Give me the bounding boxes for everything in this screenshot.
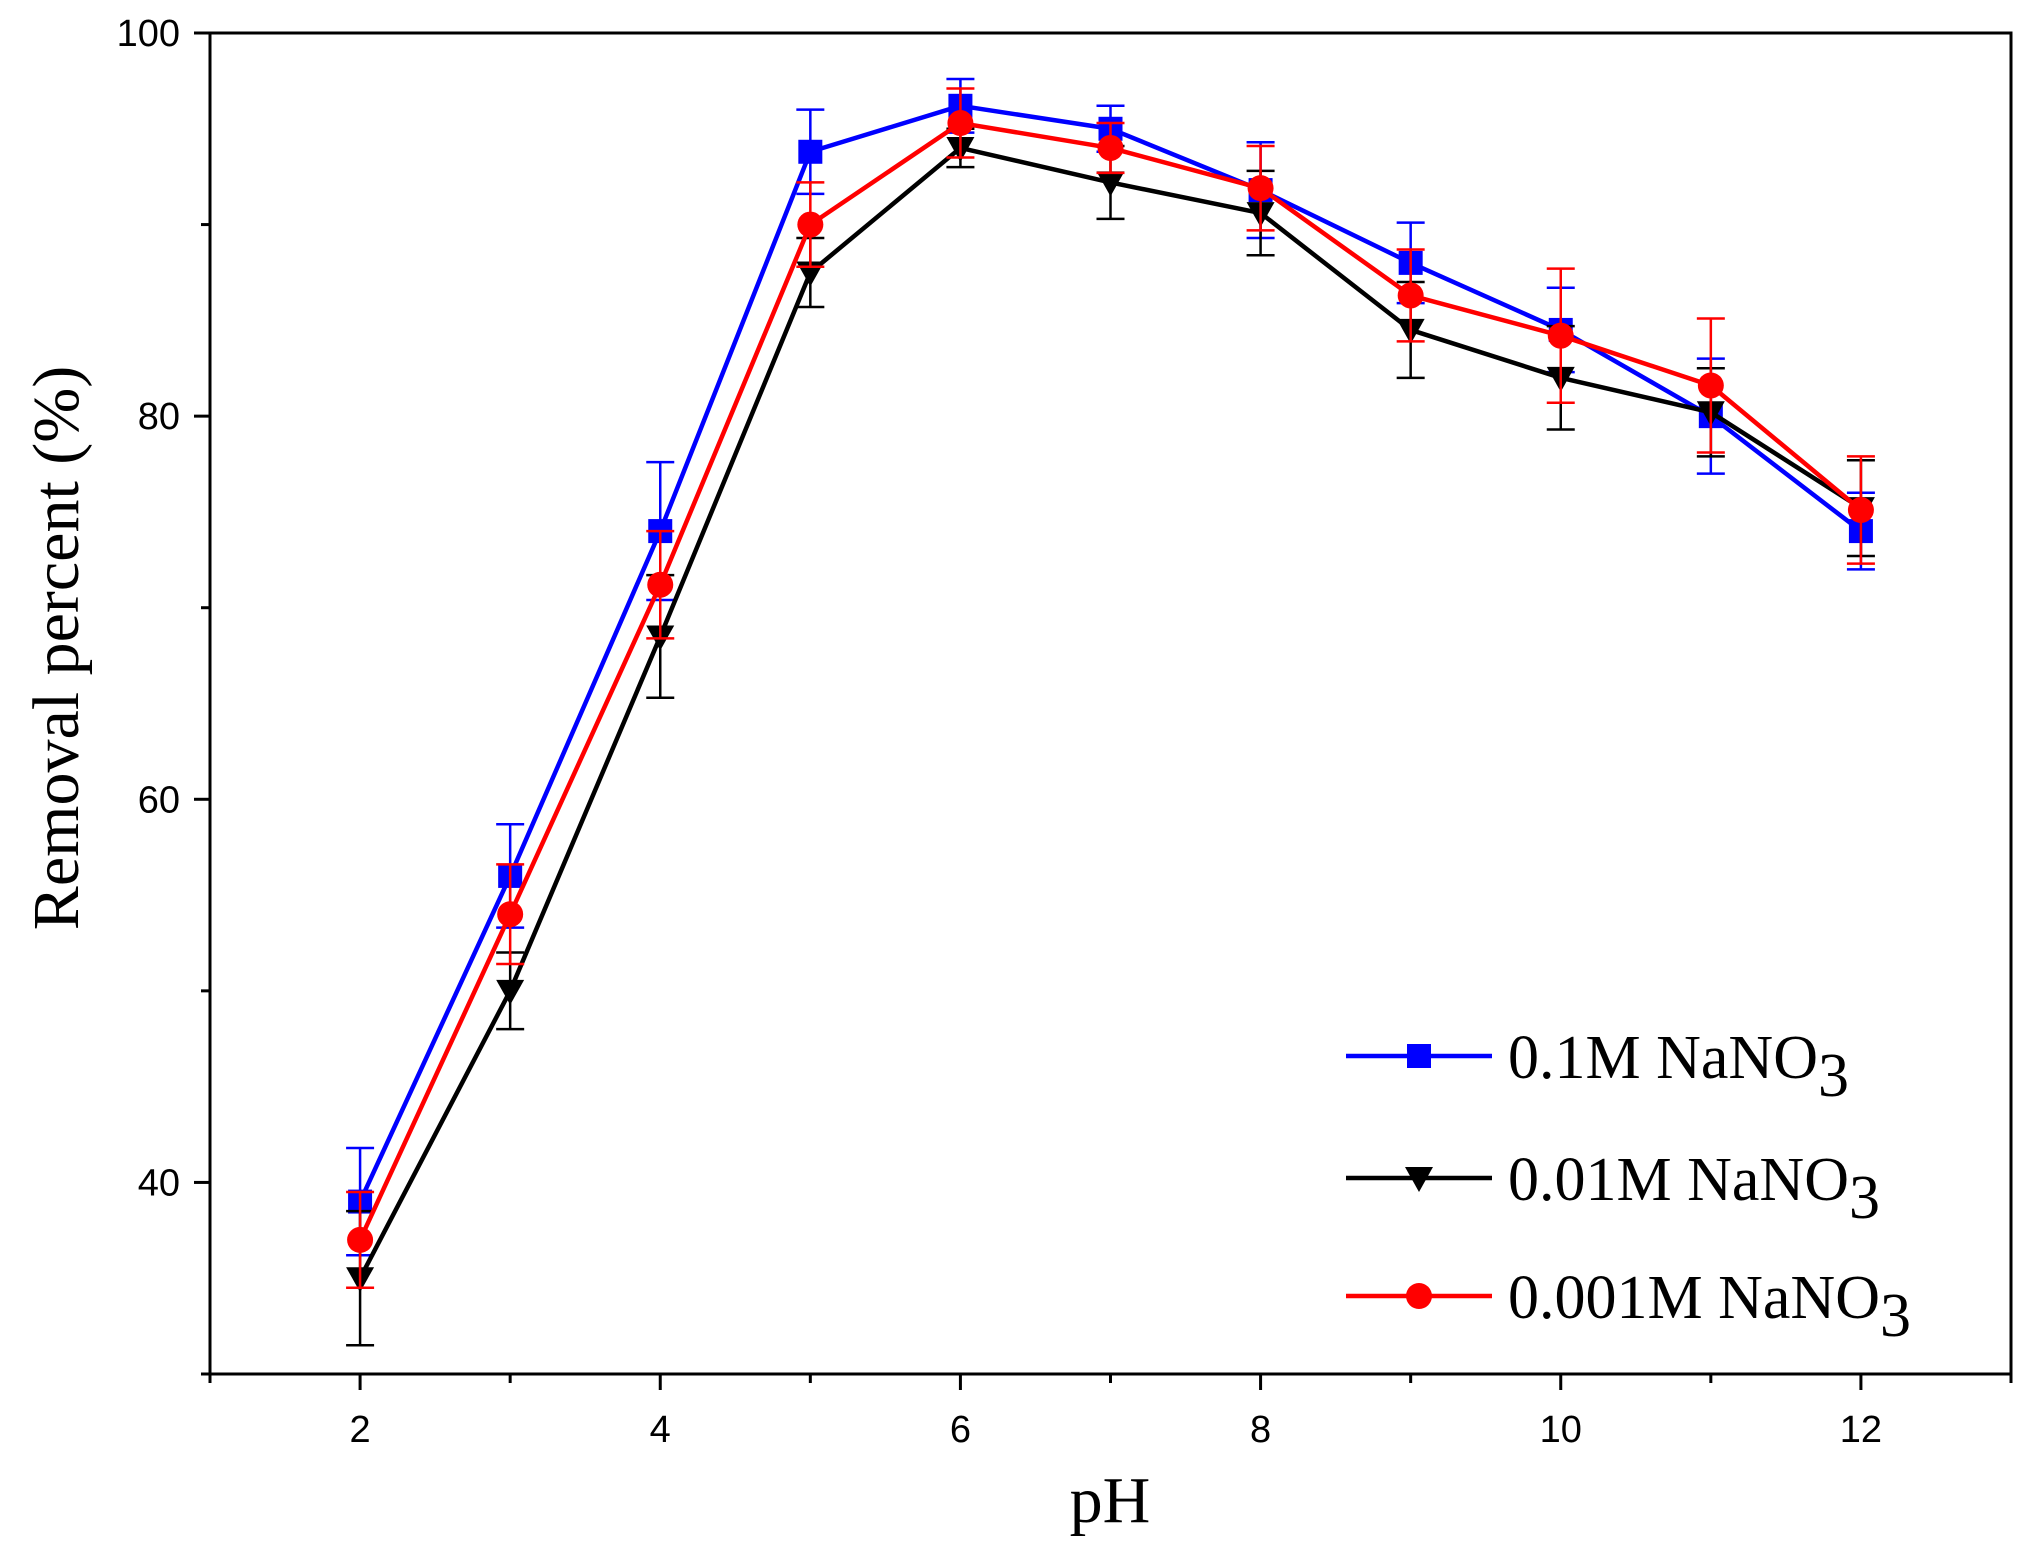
data-point bbox=[947, 110, 974, 137]
y-tick-label: 40 bbox=[138, 1162, 180, 1204]
x-tick-label: 2 bbox=[350, 1409, 371, 1451]
legend-label: 0.1M NaNO3 bbox=[1508, 1024, 1849, 1110]
series-layer bbox=[346, 77, 1875, 1347]
legend-label-subscript: 3 bbox=[1849, 1164, 1880, 1232]
data-point bbox=[347, 1226, 374, 1253]
legend-item: 0.001M NaNO3 bbox=[1346, 1264, 1911, 1350]
legend-swatch-marker bbox=[1407, 1044, 1431, 1068]
legend-swatch-marker bbox=[1405, 1167, 1433, 1192]
x-axis-label: pH bbox=[1070, 1464, 1151, 1537]
legend-label-subscript: 3 bbox=[1818, 1042, 1849, 1110]
x-tick-label: 12 bbox=[1840, 1409, 1882, 1451]
data-point bbox=[1096, 171, 1125, 197]
legend-label-main: 0.001M NaNO bbox=[1508, 1264, 1880, 1332]
data-point bbox=[798, 139, 823, 164]
data-point bbox=[496, 979, 525, 1005]
data-point bbox=[647, 571, 674, 598]
y-axis-label: Removal percent (%) bbox=[20, 366, 93, 930]
data-point bbox=[1097, 134, 1124, 161]
legend-label: 0.01M NaNO3 bbox=[1508, 1146, 1880, 1232]
legend-label-subscript: 3 bbox=[1880, 1282, 1911, 1350]
x-tick-label: 10 bbox=[1540, 1409, 1582, 1451]
legend-label: 0.001M NaNO3 bbox=[1508, 1264, 1911, 1350]
x-tick-label: 4 bbox=[650, 1409, 671, 1451]
y-tick-label: 60 bbox=[138, 779, 180, 821]
x-tick-label: 8 bbox=[1250, 1409, 1271, 1451]
data-point bbox=[1697, 372, 1724, 399]
y-tick-label: 100 bbox=[117, 13, 180, 55]
legend-swatch-marker bbox=[1406, 1283, 1432, 1309]
x-tick-label: 6 bbox=[950, 1409, 971, 1451]
data-point bbox=[1247, 175, 1274, 202]
data-point bbox=[497, 901, 524, 928]
y-tick-label: 80 bbox=[138, 396, 180, 438]
legend-label-main: 0.01M NaNO bbox=[1508, 1146, 1849, 1214]
legend-item: 0.1M NaNO3 bbox=[1346, 1024, 1849, 1110]
legend-label-main: 0.1M NaNO bbox=[1508, 1024, 1818, 1092]
axis-ticks: 2 4 6 8 10 12 40 60 80 100 bbox=[117, 13, 2013, 1451]
legend-item: 0.01M NaNO3 bbox=[1346, 1146, 1880, 1232]
data-point bbox=[1397, 282, 1424, 309]
plot-area bbox=[208, 31, 2013, 1376]
series-circle bbox=[346, 87, 1875, 1290]
data-point bbox=[1847, 497, 1874, 524]
data-point bbox=[797, 211, 824, 238]
data-point bbox=[1547, 322, 1574, 349]
